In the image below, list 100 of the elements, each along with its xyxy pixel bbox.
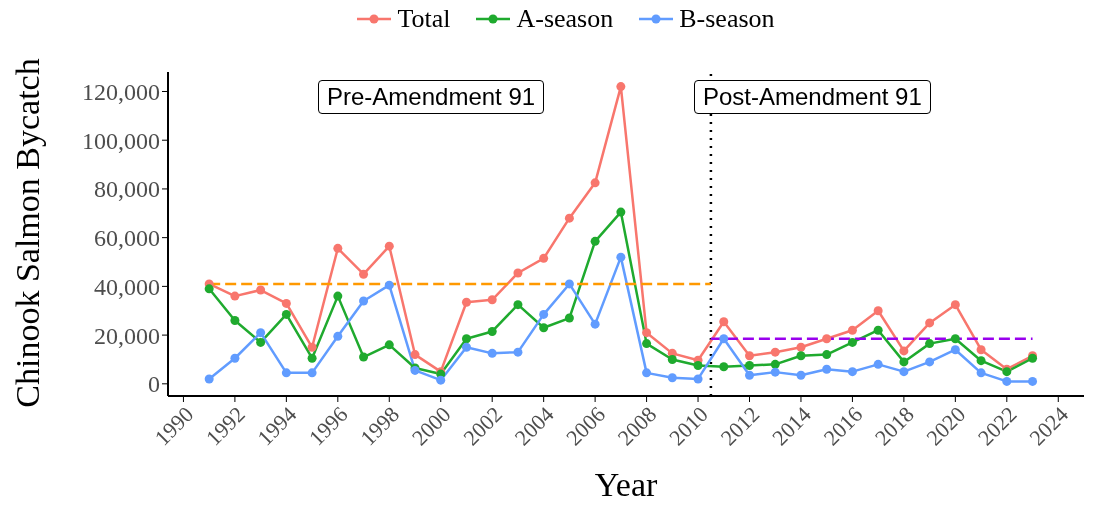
point: [204, 284, 214, 294]
point: [899, 367, 909, 377]
point: [822, 334, 832, 344]
point: [281, 298, 291, 308]
point: [642, 328, 652, 338]
point: [719, 317, 729, 327]
point: [487, 348, 497, 358]
point: [873, 325, 883, 335]
point: [564, 279, 574, 289]
point: [770, 359, 780, 369]
point: [384, 340, 394, 350]
point: [256, 328, 266, 338]
point: [333, 291, 343, 301]
point: [590, 236, 600, 246]
point: [642, 339, 652, 349]
point: [719, 362, 729, 372]
legend-label: B-season: [678, 4, 775, 34]
point: [487, 295, 497, 305]
annotation: Post-Amendment 91: [694, 80, 931, 114]
point: [513, 268, 523, 278]
legend-label: Total: [396, 4, 451, 34]
point: [333, 243, 343, 253]
point: [873, 306, 883, 316]
point: [616, 82, 626, 92]
point: [745, 351, 755, 361]
point: [359, 269, 369, 279]
point: [513, 347, 523, 357]
point: [822, 364, 832, 374]
point: [667, 373, 677, 383]
y-tick-label: 100,000: [82, 127, 160, 154]
point: [847, 367, 857, 377]
point: [256, 337, 266, 347]
point: [925, 318, 935, 328]
point: [590, 319, 600, 329]
point: [359, 296, 369, 306]
point: [539, 323, 549, 333]
point: [487, 326, 497, 336]
point: [745, 370, 755, 380]
point: [359, 352, 369, 362]
point: [616, 207, 626, 217]
point: [796, 351, 806, 361]
y-axis-title: Chinook Salmon Bycatch: [9, 58, 47, 408]
point: [513, 300, 523, 310]
point: [925, 339, 935, 349]
point: [667, 354, 677, 364]
point: [770, 367, 780, 377]
point: [436, 375, 446, 385]
point: [899, 346, 909, 356]
point: [230, 315, 240, 325]
x-axis-title: Year: [594, 466, 658, 503]
y-tick-label: 40,000: [94, 273, 160, 300]
point: [642, 368, 652, 378]
point: [976, 356, 986, 366]
point: [693, 374, 703, 384]
point: [976, 345, 986, 355]
point: [847, 325, 857, 335]
point: [796, 342, 806, 352]
point: [384, 241, 394, 251]
point: [564, 213, 574, 223]
point: [950, 334, 960, 344]
point: [822, 350, 832, 360]
point: [256, 285, 266, 295]
point: [564, 313, 574, 323]
point: [847, 337, 857, 347]
point: [204, 374, 214, 384]
point: [281, 368, 291, 378]
point: [590, 178, 600, 188]
point: [307, 353, 317, 363]
point: [950, 300, 960, 310]
point: [461, 297, 471, 307]
y-tick-label: 80,000: [94, 176, 160, 203]
point: [925, 357, 935, 367]
point: [461, 334, 471, 344]
point: [950, 345, 960, 355]
point: [230, 353, 240, 363]
point: [307, 342, 317, 352]
point: [873, 359, 883, 369]
point: [616, 252, 626, 262]
point: [899, 357, 909, 367]
point: [281, 309, 291, 319]
point: [539, 253, 549, 263]
y-tick-label: 20,000: [94, 322, 160, 349]
point: [333, 331, 343, 341]
point: [461, 342, 471, 352]
point: [410, 350, 420, 360]
point: [770, 347, 780, 357]
legend-label: A-season: [515, 4, 614, 34]
point: [307, 368, 317, 378]
y-tick-label: 0: [148, 371, 160, 398]
point: [976, 368, 986, 378]
point: [539, 309, 549, 319]
point: [1002, 376, 1012, 386]
point: [796, 370, 806, 380]
annotation: Pre-Amendment 91: [318, 80, 545, 114]
y-tick-label: 120,000: [82, 79, 160, 106]
point: [384, 280, 394, 290]
point: [230, 291, 240, 301]
point: [745, 361, 755, 371]
point: [693, 361, 703, 371]
point: [1028, 376, 1038, 386]
